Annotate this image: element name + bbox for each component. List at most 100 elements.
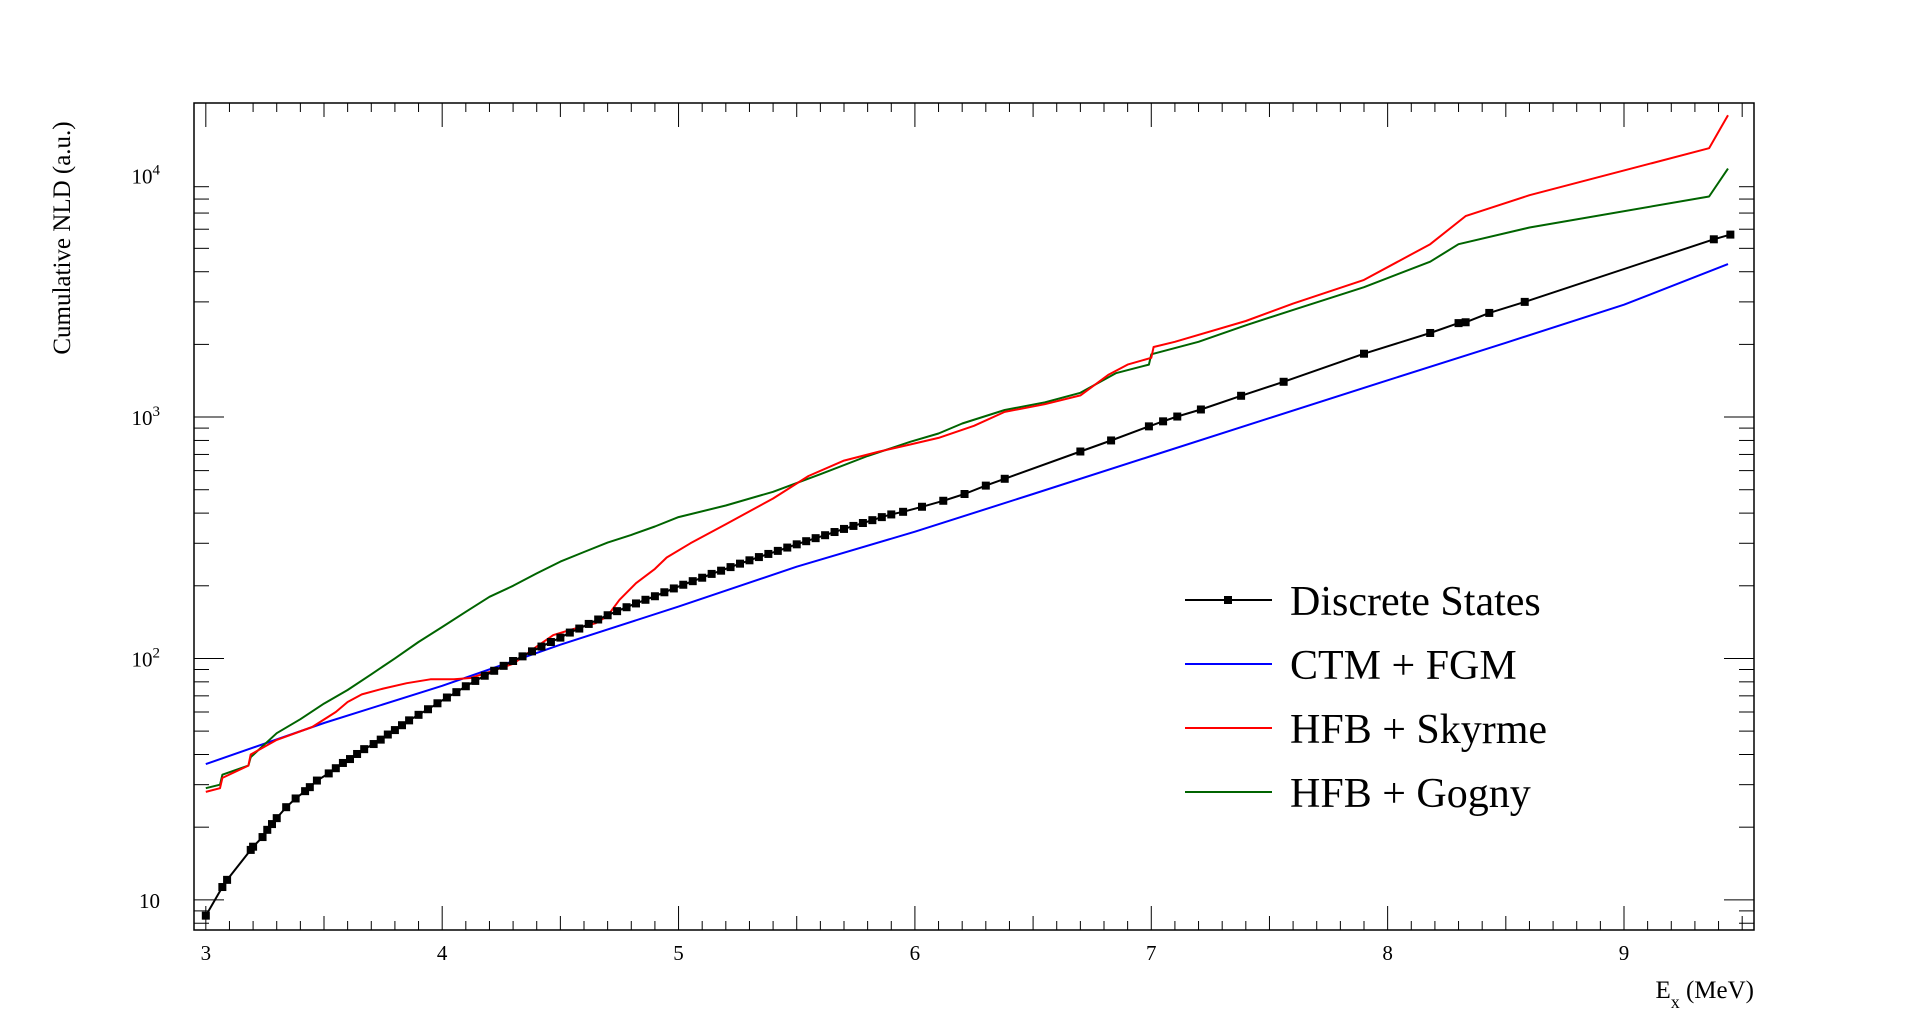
data-point-discrete-states: [830, 528, 839, 537]
data-point-discrete-states: [424, 705, 432, 714]
legend: Discrete States CTM + FGM HFB + Skyrme H…: [1185, 579, 1547, 817]
y-axis-title: Cumulative NLD (a.u.): [49, 121, 76, 354]
data-point-discrete-states: [528, 647, 536, 656]
x-tick-label: 7: [1146, 941, 1157, 965]
data-point-discrete-states: [312, 776, 321, 785]
data-point-discrete-states: [249, 842, 258, 851]
data-point-discrete-states: [272, 814, 281, 823]
data-point-discrete-states: [899, 507, 908, 516]
data-point-discrete-states: [499, 661, 508, 670]
series-line-hfb-skyrme: [205, 114, 1729, 793]
data-point-discrete-states: [858, 519, 867, 528]
legend-item-discrete-states: Discrete States: [1185, 579, 1541, 625]
data-point-discrete-states: [556, 633, 565, 642]
data-point-discrete-states: [1461, 318, 1470, 327]
data-point-discrete-states: [258, 833, 267, 842]
data-point-discrete-states: [981, 481, 990, 490]
data-point-discrete-states: [301, 787, 310, 796]
data-point-discrete-states: [792, 540, 801, 549]
data-point-discrete-states: [282, 803, 291, 812]
data-point-discrete-states: [594, 615, 603, 624]
data-point-discrete-states: [565, 628, 574, 637]
data-point-discrete-states: [518, 652, 527, 661]
x-tick-label: 5: [673, 941, 684, 965]
data-point-discrete-states: [669, 584, 678, 593]
data-point-discrete-states: [376, 735, 385, 744]
data-point-discrete-states: [707, 569, 716, 578]
data-point-discrete-states: [471, 676, 480, 685]
data-point-discrete-states: [405, 716, 414, 725]
data-point-discrete-states: [1000, 474, 1009, 483]
y-tick-label-base: 10: [132, 406, 153, 430]
legend-item-ctm-fgm: CTM + FGM: [1185, 643, 1517, 689]
data-point-discrete-states: [1196, 405, 1205, 414]
data-point-discrete-states: [773, 546, 782, 555]
data-point-discrete-states: [490, 666, 499, 675]
data-point-discrete-states: [1520, 297, 1529, 306]
data-point-discrete-states: [939, 496, 948, 505]
y-tick-label-exponent: 2: [153, 645, 161, 661]
data-point-discrete-states: [1237, 391, 1246, 400]
legend-marker-discrete-states: [1224, 596, 1232, 604]
data-point-discrete-states: [918, 502, 926, 511]
data-point-discrete-states: [575, 624, 584, 633]
data-point-discrete-states: [1426, 328, 1435, 337]
data-point-discrete-states: [398, 721, 406, 730]
data-point-discrete-states: [390, 726, 399, 735]
data-point-discrete-states: [754, 553, 763, 562]
data-point-discrete-states: [1159, 417, 1168, 426]
data-point-discrete-states: [650, 592, 659, 601]
y-tick-label: 103: [132, 404, 161, 430]
data-point-discrete-states: [291, 794, 300, 803]
x-axis-title: Ex (MeV): [1655, 977, 1754, 1012]
data-point-discrete-states: [268, 820, 276, 829]
data-point-discrete-states: [461, 682, 470, 691]
y-tick-label: 10: [139, 889, 160, 913]
data-point-discrete-states: [201, 911, 210, 920]
x-axis-title-sub: x: [1671, 992, 1680, 1012]
data-point-discrete-states: [1144, 422, 1153, 431]
data-point-discrete-states: [1726, 230, 1735, 239]
data-point-discrete-states: [537, 642, 546, 651]
data-point-discrete-states: [1360, 349, 1368, 358]
data-point-discrete-states: [717, 566, 726, 575]
data-point-discrete-states: [960, 490, 969, 499]
data-point-discrete-states: [263, 825, 272, 834]
data-point-discrete-states: [660, 588, 669, 597]
data-point-discrete-states: [641, 595, 650, 604]
data-point-discrete-states: [1454, 319, 1463, 328]
data-point-discrete-states: [1107, 436, 1116, 445]
data-point-discrete-states: [509, 656, 518, 665]
data-point-discrete-states: [736, 559, 744, 568]
y-tick-label-base: 10: [132, 165, 153, 189]
y-tick-label-exponent: 3: [153, 404, 161, 420]
data-point-discrete-states: [223, 875, 232, 884]
axis-ticks: [194, 102, 1754, 930]
data-point-discrete-states: [1709, 235, 1718, 244]
legend-item-hfb-skyrme: HFB + Skyrme: [1185, 707, 1547, 753]
series-line-hfb-gogny: [205, 168, 1729, 790]
data-point-discrete-states: [546, 637, 555, 646]
x-tick-label: 4: [437, 941, 448, 965]
data-point-discrete-states: [331, 764, 340, 773]
data-point-discrete-states: [783, 543, 792, 552]
x-tick-label: 3: [201, 941, 212, 965]
data-point-discrete-states: [849, 521, 858, 530]
data-point-discrete-states: [802, 537, 811, 546]
data-point-discrete-states: [821, 531, 830, 540]
data-point-discrete-states: [305, 783, 314, 792]
legend-label-discrete-states: Discrete States: [1290, 579, 1541, 625]
legend-item-hfb-gogny: HFB + Gogny: [1185, 771, 1531, 817]
data-point-discrete-states: [622, 603, 631, 612]
y-tick-label: 102: [132, 645, 161, 671]
x-tick-label: 6: [910, 941, 921, 965]
data-point-discrete-states: [887, 510, 896, 519]
data-point-discrete-states: [360, 745, 369, 754]
data-point-discrete-states: [698, 573, 707, 582]
data-point-discrete-states: [369, 740, 378, 749]
data-point-discrete-states: [1279, 377, 1288, 386]
data-point-discrete-states: [353, 749, 362, 758]
data-point-discrete-states: [868, 516, 877, 525]
